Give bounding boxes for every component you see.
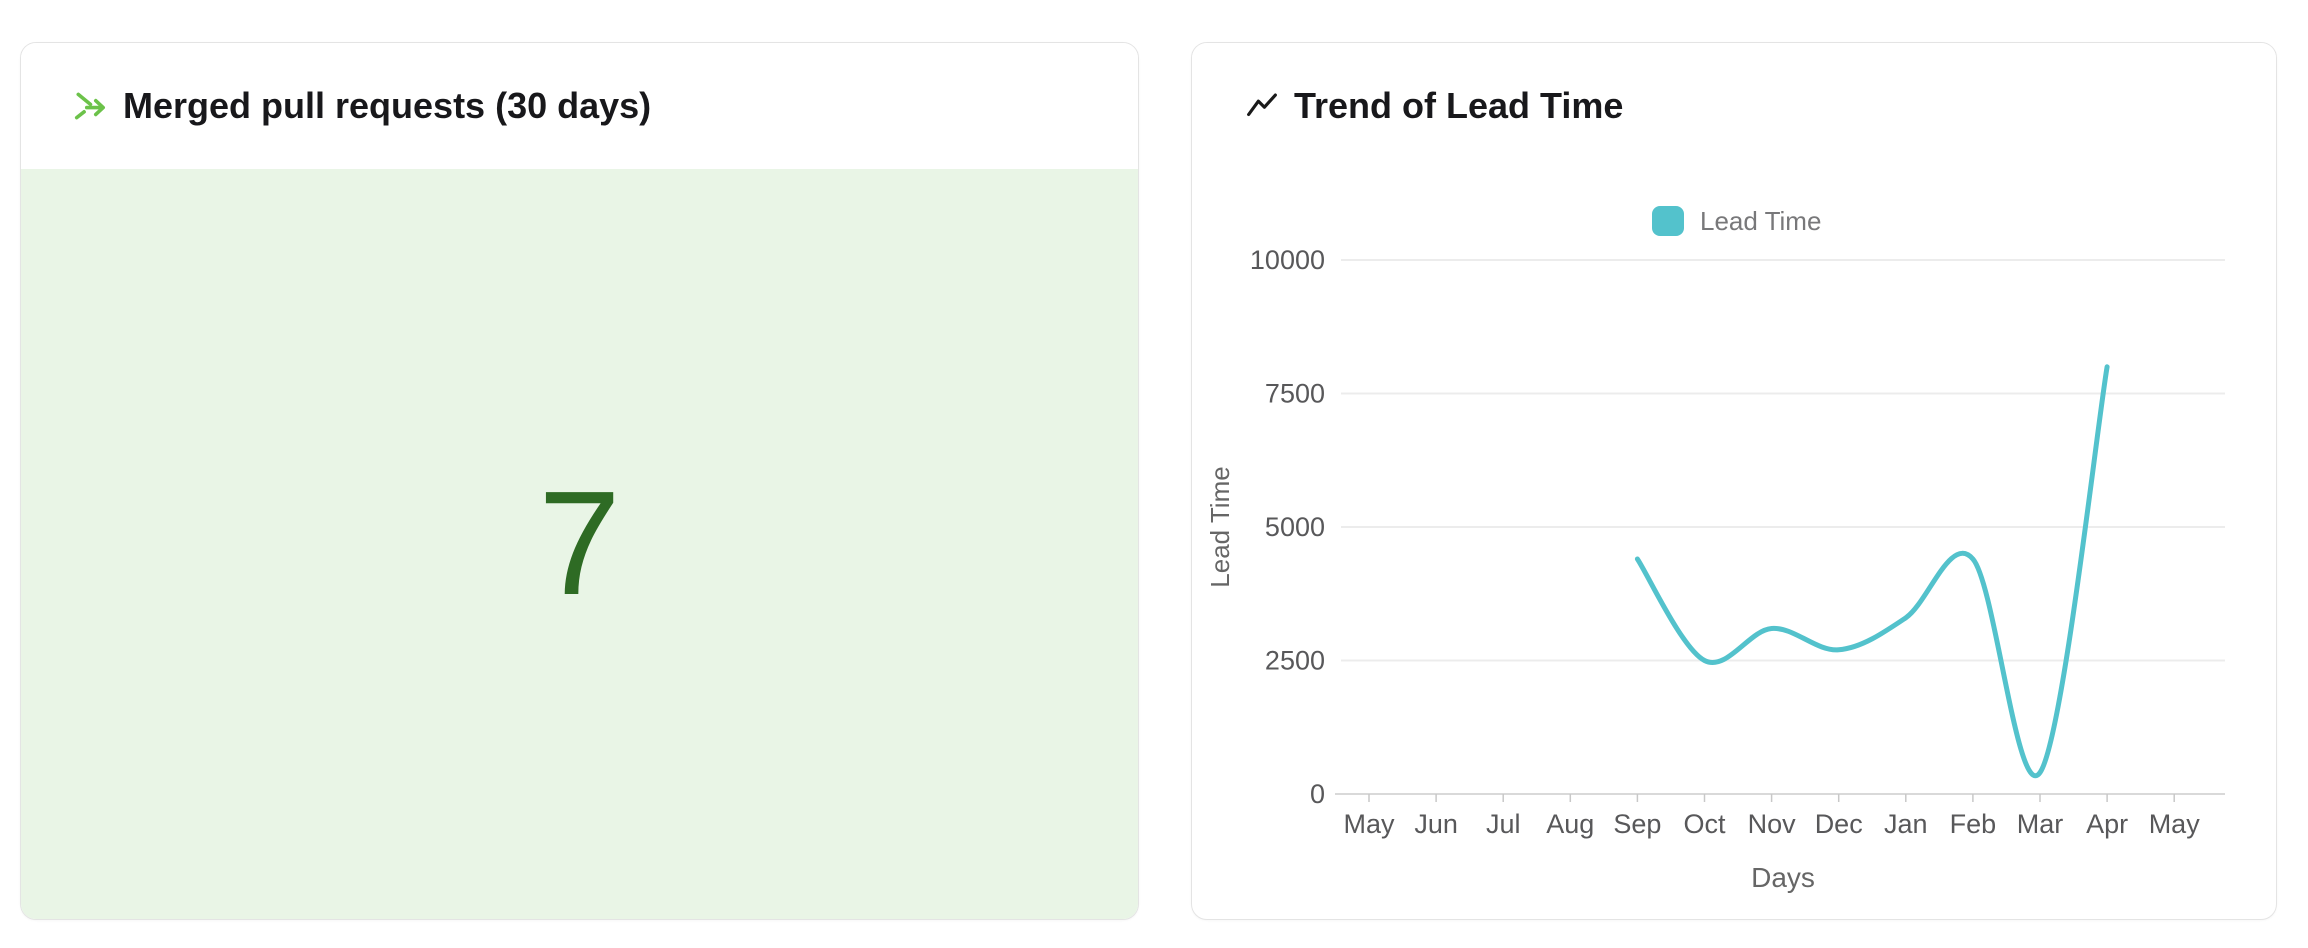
svg-text:Jan: Jan [1884,809,1928,839]
merged-pr-card-header: Merged pull requests (30 days) [21,43,1138,169]
svg-text:2500: 2500 [1265,646,1325,676]
svg-text:10000: 10000 [1250,245,1325,275]
merged-pr-count: 7 [538,461,621,626]
svg-text:Sep: Sep [1613,809,1661,839]
lead-time-trend-card: Trend of Lead Time Lead Time 0 2500 5000 750… [1191,42,2277,920]
svg-text:Oct: Oct [1683,809,1726,839]
gridlines [1335,259,2225,795]
svg-text:Jul: Jul [1486,809,1521,839]
x-axis-labels: May Jun Jul Aug Sep Oct Nov Dec Jan Feb Mar Apr May [1343,794,2200,839]
svg-text:Apr: Apr [2086,809,2128,839]
svg-text:7500: 7500 [1265,379,1325,409]
lead-time-chart[interactable]: Lead Time 0 2500 5000 7500 10000 May Jun Jul Aug S… [1192,169,2276,919]
legend-swatch [1652,206,1684,236]
y-axis-labels: 0 2500 5000 7500 10000 [1250,245,1325,809]
y-axis-title: Lead Time [1205,466,1235,587]
legend-label: Lead Time [1700,206,1821,236]
merged-pr-card: Merged pull requests (30 days) 7 [20,42,1139,920]
svg-text:Aug: Aug [1546,809,1594,839]
merged-pr-value-panel: 7 [21,169,1138,919]
merged-pr-card-title: Merged pull requests (30 days) [123,85,652,126]
trend-line-icon [1244,88,1280,124]
svg-text:Dec: Dec [1815,809,1863,839]
lead-time-card-title: Trend of Lead Time [1294,85,1624,126]
svg-text:May: May [2149,809,2201,839]
lead-time-card-header: Trend of Lead Time [1192,43,2276,169]
svg-text:Feb: Feb [1950,809,1997,839]
x-axis-title: Days [1751,862,1815,893]
legend-item-lead-time[interactable]: Lead Time [1652,206,1821,236]
svg-text:0: 0 [1310,779,1325,809]
svg-text:Nov: Nov [1748,809,1797,839]
svg-text:5000: 5000 [1265,512,1325,542]
lead-time-line [1634,364,2110,779]
svg-text:Jun: Jun [1414,809,1458,839]
svg-text:Mar: Mar [2017,809,2064,839]
svg-text:May: May [1343,809,1395,839]
merge-arrows-icon [73,88,109,124]
